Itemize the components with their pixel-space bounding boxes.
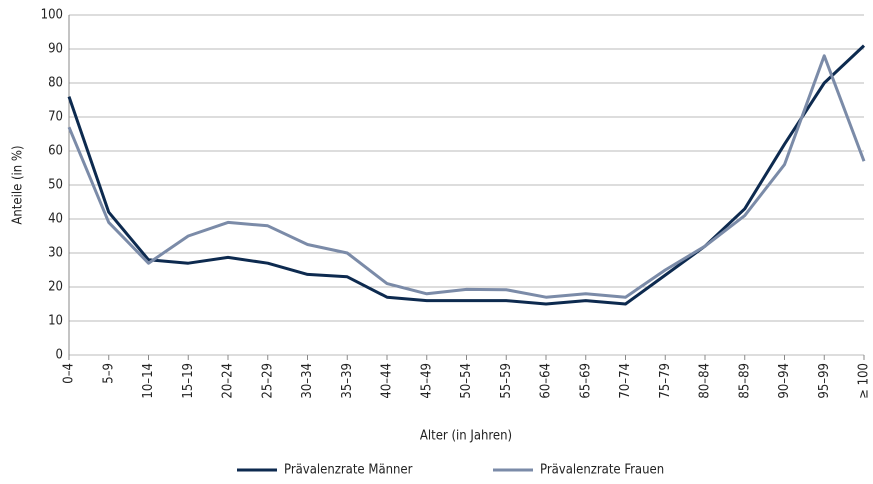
x-tick-label: 50–54: [459, 363, 474, 399]
x-tick-label: ≥ 100: [857, 363, 872, 399]
x-tick-label: 45–49: [419, 363, 434, 399]
x-tick-label: 25–29: [260, 363, 275, 399]
y-tick-label: 30: [48, 246, 63, 261]
x-tick-label: 15–19: [181, 363, 196, 399]
x-tick-label: 95–99: [817, 363, 832, 399]
x-tick-label: 75–79: [658, 363, 673, 399]
x-tick-label: 40–44: [380, 363, 395, 399]
x-tick-label: 5–9: [101, 363, 116, 384]
x-tick-label: 55–59: [499, 363, 514, 399]
x-tick-label: 35–39: [340, 363, 355, 399]
x-tick-label: 80–84: [698, 363, 713, 399]
y-tick-label: 10: [48, 314, 63, 329]
y-tick-label: 20: [48, 280, 63, 295]
x-tick-label: 90–94: [777, 363, 792, 399]
x-tick-label: 20–24: [221, 363, 236, 399]
x-tick-label: 0–4: [62, 363, 77, 384]
x-tick-label: 30–34: [300, 363, 315, 399]
x-tick-label: 85–89: [737, 363, 752, 399]
x-tick-label: 65–69: [578, 363, 593, 399]
y-tick-label: 40: [48, 212, 63, 227]
y-tick-label: 80: [48, 76, 63, 91]
series-line: [67, 44, 866, 306]
x-tick-label: 70–74: [618, 363, 633, 399]
y-tick-label: 60: [48, 144, 63, 159]
legend-label: Prävalenzrate Männer: [284, 463, 413, 478]
legend-label: Prävalenzrate Frauen: [540, 463, 664, 478]
y-tick-label: 0: [56, 348, 63, 363]
y-tick-label: 70: [48, 110, 63, 125]
y-tick-label: 100: [41, 8, 63, 23]
y-axis-title: Anteile (in %): [11, 145, 26, 224]
x-axis-title: Alter (in Jahren): [420, 429, 512, 444]
x-tick-label: 10–14: [141, 363, 156, 399]
x-tick-label: 60–64: [539, 363, 554, 399]
y-tick-label: 90: [48, 42, 63, 57]
y-tick-label: 50: [48, 178, 63, 193]
series-line: [67, 54, 866, 299]
